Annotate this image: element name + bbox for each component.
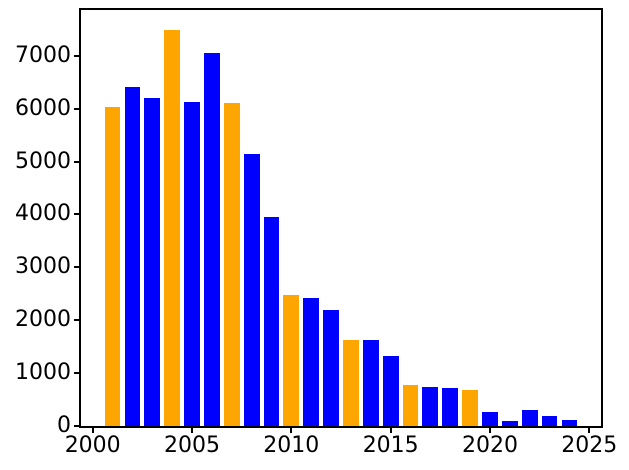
x-tick-2020: [489, 426, 491, 433]
y-tick-label-2000: 2000: [15, 307, 71, 333]
plot-frame: [79, 8, 603, 428]
bar-2022: [521, 410, 538, 426]
bar-2003: [144, 97, 161, 426]
bar-2010: [283, 294, 300, 426]
y-tick-5000: [74, 160, 81, 163]
y-tick-6000: [74, 107, 81, 110]
x-tick-2010: [290, 426, 293, 433]
y-tick-label-0: 0: [57, 413, 71, 438]
bar-2016: [402, 384, 419, 426]
y-tick-label-7000: 7000: [15, 42, 71, 68]
bar-2014: [362, 340, 379, 426]
y-tick-label-1000: 1000: [15, 360, 71, 386]
y-tick-1000: [74, 372, 81, 375]
x-tick-label-2010: 2010: [263, 433, 320, 458]
y-tick-label-6000: 6000: [15, 95, 71, 121]
bar-2024: [561, 420, 578, 426]
x-tick-label-2005: 2005: [164, 433, 220, 458]
y-tick-0: [74, 425, 81, 427]
x-tick-label-2015: 2015: [362, 433, 419, 458]
y-tick-2000: [74, 319, 81, 322]
bar-2004: [164, 29, 181, 426]
y-tick-label-3000: 3000: [15, 254, 71, 280]
bar-2009: [263, 217, 280, 426]
y-tick-label-5000: 5000: [15, 148, 71, 174]
bar-2023: [541, 416, 558, 426]
bar-2011: [303, 298, 320, 426]
bar-2018: [442, 387, 459, 426]
bar-2006: [203, 52, 220, 426]
bar-2021: [501, 421, 518, 426]
x-tick-label-2000: 2000: [64, 433, 121, 458]
x-tick-label-2025: 2025: [561, 433, 618, 458]
bar-2012: [323, 309, 339, 426]
bar-2019: [462, 389, 479, 426]
bars-container: [81, 10, 601, 426]
x-tick-2000: [91, 426, 94, 433]
bar-2015: [382, 356, 399, 426]
y-tick-7000: [74, 54, 81, 57]
bar-2007: [223, 103, 240, 426]
bar-2001: [104, 107, 121, 426]
bar-2002: [124, 87, 141, 426]
bar-2008: [243, 154, 260, 426]
y-tick-3000: [74, 266, 81, 269]
bar-2013: [343, 339, 359, 426]
x-tick-2005: [191, 426, 193, 433]
bar-2005: [184, 101, 200, 426]
y-tick-4000: [74, 213, 81, 216]
x-tick-label-2020: 2020: [462, 433, 518, 458]
x-tick-2025: [588, 426, 591, 433]
y-tick-label-4000: 4000: [15, 201, 71, 227]
x-tick-2015: [389, 426, 392, 433]
bar-2020: [482, 412, 498, 426]
bar-2017: [422, 387, 439, 426]
